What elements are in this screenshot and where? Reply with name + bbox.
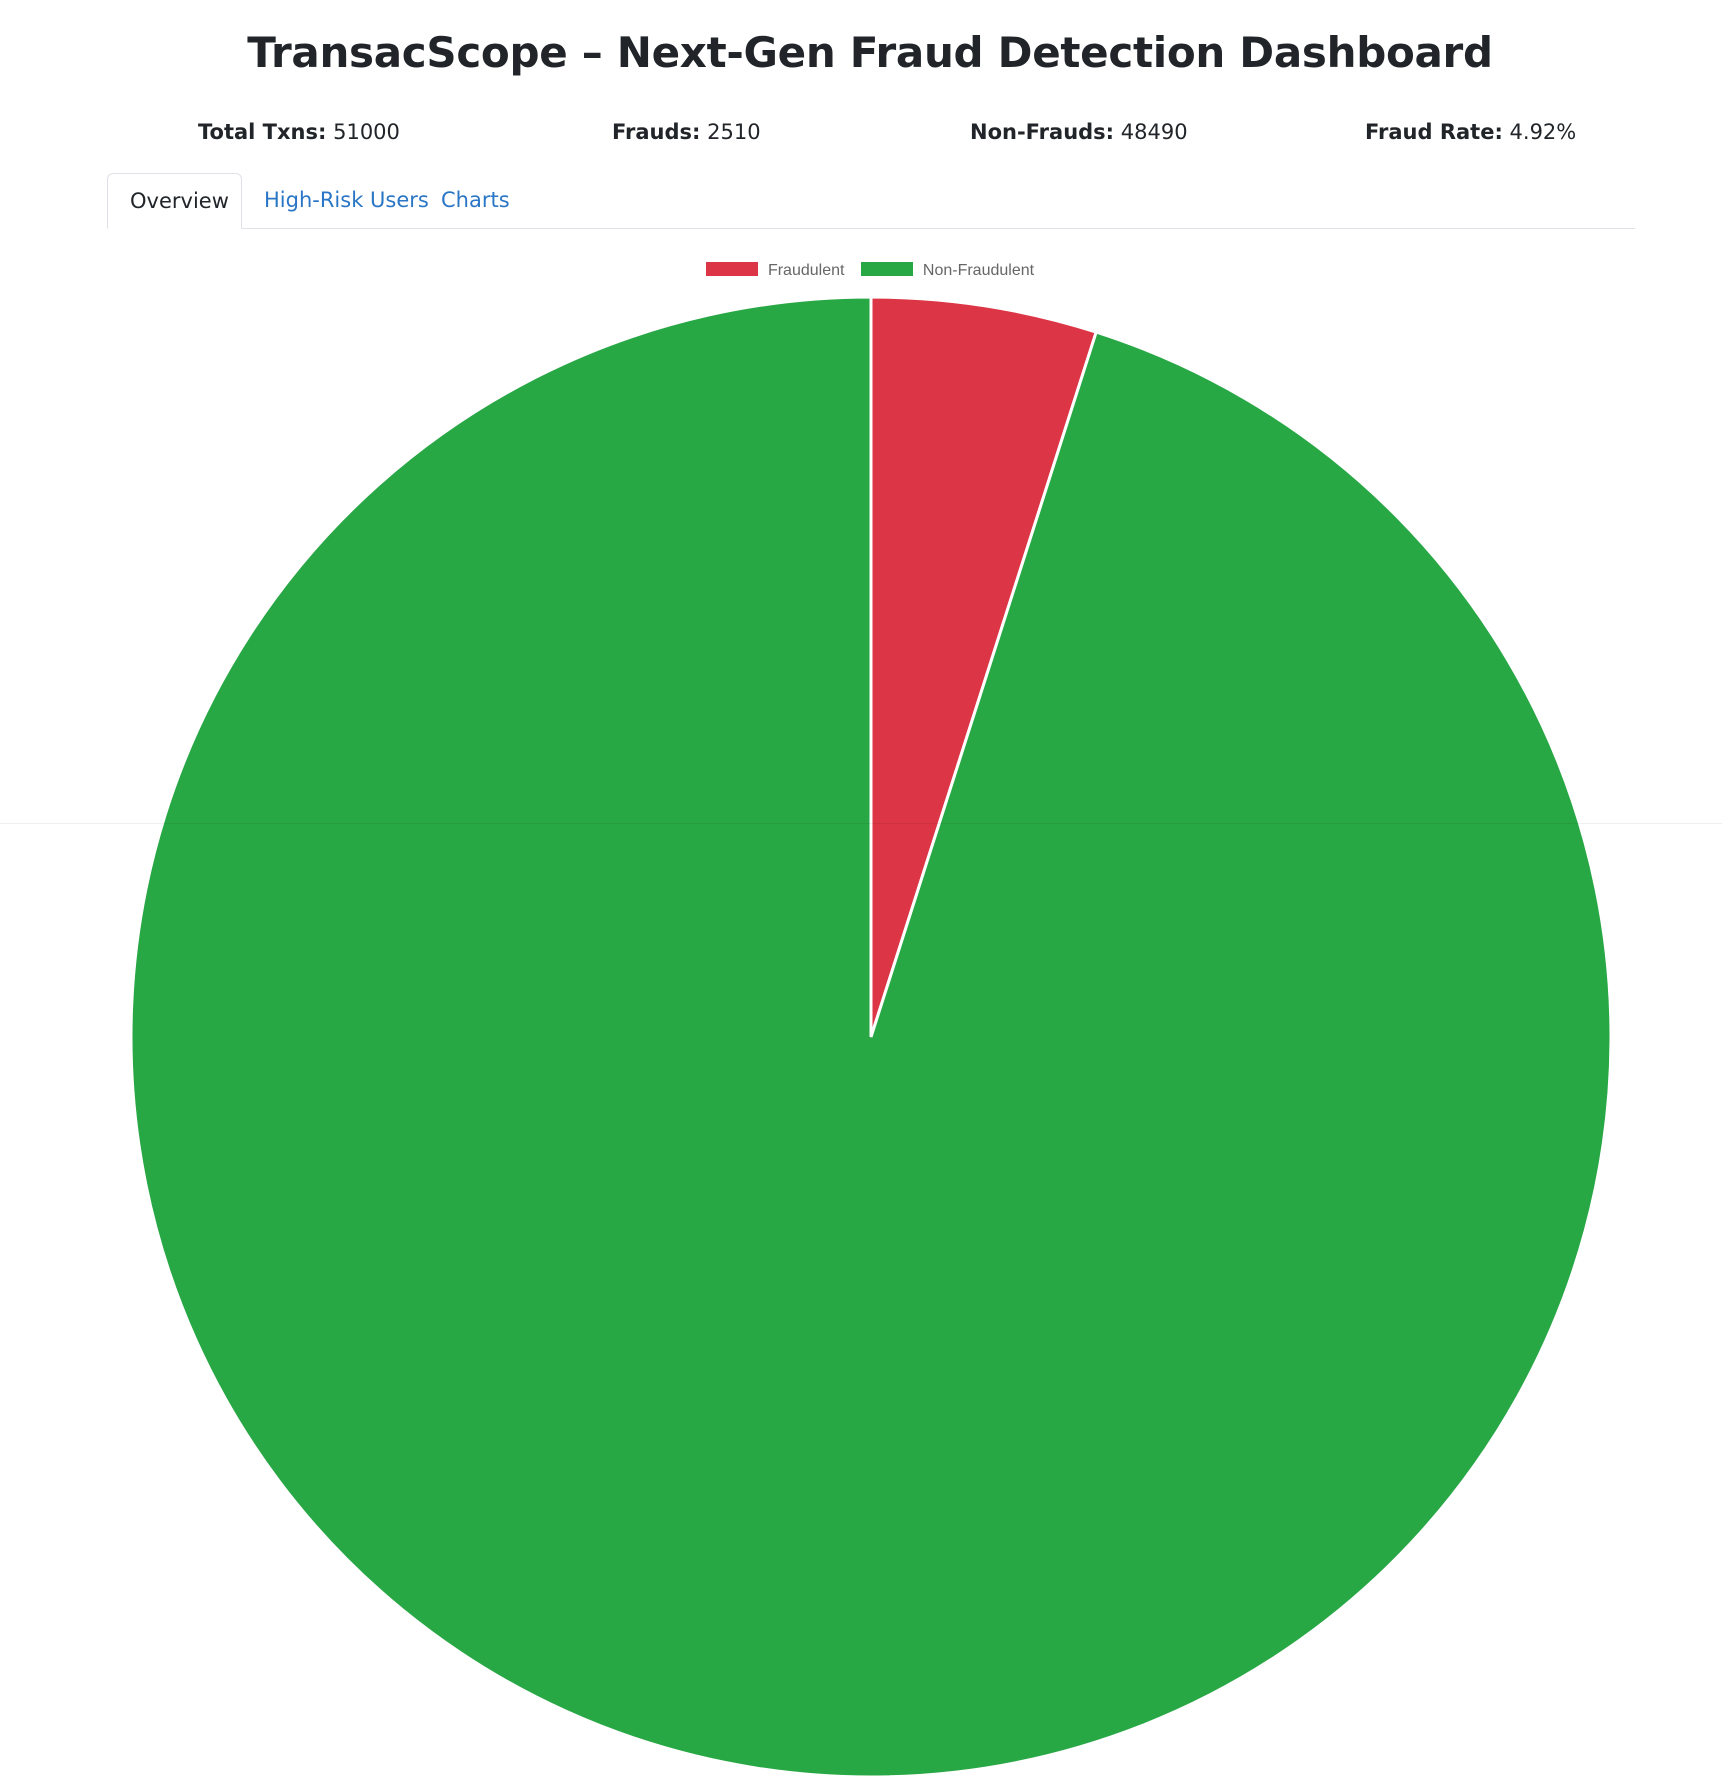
stat-total-txns: Total Txns: 51000 bbox=[198, 120, 400, 144]
stat-frauds: Frauds: 2510 bbox=[612, 120, 761, 144]
stat-fraud-rate: Fraud Rate: 4.92% bbox=[1365, 120, 1576, 144]
stat-value: 48490 bbox=[1120, 120, 1188, 144]
page-title: TransacScope – Next-Gen Fraud Detection … bbox=[247, 28, 1493, 77]
stat-value: 2510 bbox=[707, 120, 761, 144]
stats-row: Total Txns: 51000 Frauds: 2510 Non-Fraud… bbox=[0, 120, 1722, 154]
pie-slice-non-fraudulent[interactable] bbox=[129, 295, 1613, 1779]
legend-item-non-fraudulent[interactable]: Non-Fraudulent bbox=[860, 262, 1035, 280]
stat-label: Fraud Rate: bbox=[1365, 120, 1503, 144]
stat-non-frauds: Non-Frauds: 48490 bbox=[970, 120, 1188, 144]
stat-label: Total Txns: bbox=[198, 120, 327, 144]
legend-label: Non-Fraudulent bbox=[922, 262, 1035, 279]
legend-label: Fraudulent bbox=[767, 262, 845, 279]
stat-value: 4.92% bbox=[1509, 120, 1577, 144]
divider bbox=[0, 823, 1722, 824]
stat-label: Frauds: bbox=[612, 120, 701, 144]
legend-item-fraudulent[interactable]: Fraudulent bbox=[705, 262, 845, 280]
tab-high-risk-users[interactable]: High-Risk Users bbox=[264, 188, 429, 212]
chart-legend: Fraudulent Non-Fraudulent bbox=[0, 262, 1722, 280]
tab-overview[interactable]: Overview bbox=[107, 173, 242, 229]
legend-swatch bbox=[860, 262, 913, 276]
tab-bar: Overview High-Risk Users Charts bbox=[107, 173, 1635, 229]
stat-label: Non-Frauds: bbox=[970, 120, 1115, 144]
stat-value: 51000 bbox=[333, 120, 400, 144]
pie-slice-fraudulent[interactable] bbox=[869, 295, 1099, 1038]
tab-charts[interactable]: Charts bbox=[441, 188, 510, 212]
legend-swatch bbox=[705, 262, 758, 276]
